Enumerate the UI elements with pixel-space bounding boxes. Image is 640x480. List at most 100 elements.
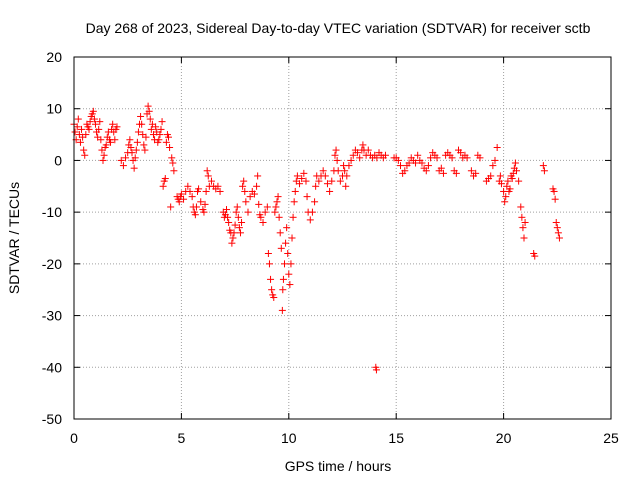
data-point [246,193,254,201]
data-point [342,182,350,190]
data-point [161,175,169,183]
data-point [244,208,252,216]
data-point [239,182,247,190]
data-point [343,172,351,180]
data-point [284,250,292,258]
data-point [396,162,404,170]
y-tick-label: -50 [42,411,62,427]
data-point [175,198,183,206]
data-point [356,154,364,162]
data-point [141,146,149,154]
data-point [201,200,209,208]
data-point [223,206,231,214]
data-point [127,144,135,151]
data-point [159,182,167,190]
data-point [122,154,130,162]
data-point [512,167,520,175]
data-point [405,159,413,167]
data-point [111,136,119,144]
data-point [463,154,471,162]
data-point [364,146,372,154]
data-point [91,120,99,128]
data-point [290,198,298,206]
data-point [296,180,304,188]
data-point [180,195,188,203]
data-point [157,125,165,133]
tick-layer: 0 5 10 15 20 25 -50 -40 -30 -20 -10 0 10 20 [42,49,619,446]
data-point [414,151,422,159]
data-point [504,177,512,185]
data-point [279,275,287,283]
data-point [144,102,152,110]
data-point [202,187,210,195]
data-point [271,208,279,216]
data-point [279,286,287,294]
data-point [147,125,155,133]
data-point [300,169,308,177]
data-point [177,190,185,198]
data-point [274,193,282,201]
data-point [203,167,211,175]
data-point [261,208,269,216]
data-point [81,151,89,159]
data-point [169,159,177,167]
data-point [240,177,248,185]
data-point [233,203,241,211]
x-tick-label: 5 [178,430,186,446]
y-tick-label: -30 [42,308,62,324]
data-point [412,159,420,167]
data-point [204,172,212,180]
data-point [140,141,148,149]
data-point [168,154,176,162]
grid-layer [74,57,611,419]
y-tick-label: -10 [42,204,62,220]
data-point [259,218,267,226]
x-axis-label: GPS time / hours [285,458,392,474]
data-point [336,177,344,185]
data-point [539,162,547,170]
data-point [439,169,447,177]
data-point [145,107,153,115]
data-point [165,133,173,141]
data-point [303,193,311,201]
data-point [71,128,79,136]
data-point [354,149,362,157]
data-point [497,180,505,188]
data-point [359,141,367,149]
data-point [242,198,250,206]
data-point [76,138,84,146]
data-point [489,162,497,170]
data-point [550,187,558,195]
data-point [519,224,527,232]
data-point [331,151,339,159]
chart-title: Day 268 of 2023, Sidereal Day-to-day VTE… [86,20,591,36]
data-point [170,167,178,175]
data-point [302,177,310,185]
data-point [78,125,86,133]
data-point [131,154,139,162]
data-point [508,175,516,183]
data-point [231,221,239,229]
data-point [311,198,319,206]
data-point [273,198,281,206]
data-point [334,167,342,175]
data-point [552,218,560,226]
data-point [156,131,164,139]
data-point [437,164,445,172]
data-point [225,218,233,226]
data-point [85,125,93,133]
data-point [275,213,283,221]
data-point [553,224,561,232]
data-point [467,167,475,175]
data-point [126,136,134,144]
data-point [373,154,381,162]
data-point [332,146,340,154]
data-point [487,172,495,180]
data-point [394,156,402,164]
data-point [216,187,224,195]
data-point [134,128,142,136]
x-tick-label: 10 [281,430,297,446]
data-point [82,131,90,139]
data-point [288,234,296,242]
